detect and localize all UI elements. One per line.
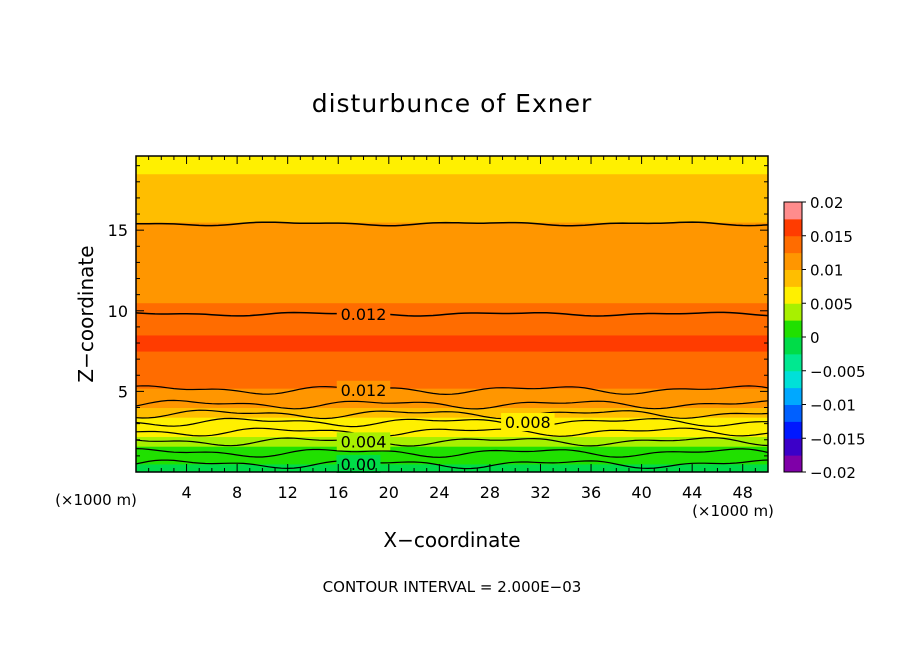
color-band bbox=[136, 156, 768, 175]
colorbar-segment bbox=[784, 320, 802, 338]
color-band bbox=[136, 334, 768, 352]
contour-line bbox=[136, 427, 768, 437]
contour-line bbox=[136, 221, 768, 227]
x-tick-label: 12 bbox=[278, 483, 298, 502]
x-tick-label: 20 bbox=[379, 483, 399, 502]
contour-label-bg bbox=[336, 454, 381, 473]
colorbar-segment bbox=[784, 455, 802, 473]
color-band bbox=[136, 366, 768, 379]
x-tick-label: 36 bbox=[581, 483, 601, 502]
contour-label-bg bbox=[336, 380, 391, 399]
chart-title: disturbunce of Exner bbox=[312, 89, 593, 118]
x-tick-label: 4 bbox=[181, 483, 191, 502]
color-band bbox=[136, 253, 768, 271]
colorbar bbox=[783, 201, 803, 473]
colorbar-tick-label: 0.01 bbox=[810, 262, 843, 280]
color-band bbox=[136, 302, 768, 320]
x-tick-label: 16 bbox=[328, 483, 348, 502]
contour-label: 0.004 bbox=[341, 432, 387, 451]
y-tick-label: 10 bbox=[108, 302, 128, 321]
contour-line bbox=[136, 399, 768, 410]
color-band bbox=[136, 318, 768, 336]
plot-area bbox=[136, 156, 768, 472]
y-tick-label: 5 bbox=[118, 382, 128, 401]
contour-interval-note: CONTOUR INTERVAL = 2.000E−03 bbox=[323, 578, 582, 596]
color-band bbox=[136, 237, 768, 255]
contour-label: 0.008 bbox=[505, 413, 551, 432]
contour-line bbox=[136, 448, 768, 458]
x-unit-left: (×1000 m) bbox=[55, 491, 137, 509]
colorbar-segment bbox=[784, 337, 802, 355]
x-tick-label: 28 bbox=[480, 483, 500, 502]
color-band bbox=[136, 350, 768, 368]
color-band bbox=[136, 221, 768, 239]
contour-line bbox=[136, 437, 768, 447]
color-band bbox=[136, 205, 768, 223]
color-band bbox=[136, 416, 768, 428]
colorbar-tick-label: −0.005 bbox=[810, 363, 866, 381]
colorbar-segment bbox=[784, 218, 802, 237]
colorbar-segment bbox=[784, 235, 802, 254]
colorbar-segment bbox=[784, 286, 802, 304]
colorbar-segment bbox=[784, 252, 802, 270]
contour-line bbox=[136, 409, 768, 420]
color-band bbox=[136, 377, 768, 389]
contour-line bbox=[136, 417, 768, 428]
contour-labels: 0.012 0.012 0.008 0.004 0.00 bbox=[336, 305, 555, 474]
y-axis-label: Z−coordinate bbox=[74, 245, 98, 382]
colorbar-tick-label: 0.005 bbox=[810, 295, 853, 313]
contour-line bbox=[136, 311, 768, 317]
contour-label-bg bbox=[336, 305, 391, 323]
color-band bbox=[136, 387, 768, 399]
colorbar-tick-label: −0.015 bbox=[810, 430, 866, 448]
y-tick-label: 15 bbox=[108, 221, 128, 240]
colorbar-segment bbox=[784, 421, 802, 439]
contour-line bbox=[136, 459, 768, 470]
color-band bbox=[136, 286, 768, 304]
contour-label-bg bbox=[501, 413, 555, 432]
x-axis-label: X−coordinate bbox=[383, 528, 520, 552]
colorbar-segment bbox=[784, 370, 802, 389]
x-tick-label: 32 bbox=[530, 483, 550, 502]
color-band bbox=[136, 426, 768, 438]
color-band bbox=[136, 269, 768, 288]
colorbar-ticks: 0.02 0.015 0.01 0.005 0 −0.005 −0.01 −0.015 −0.0… bbox=[802, 194, 866, 482]
colorbar-tick-label: 0 bbox=[810, 329, 820, 347]
x-unit-right: (×1000 m) bbox=[692, 502, 774, 520]
contour-label: 0.012 bbox=[341, 305, 387, 324]
colorbar-segment bbox=[784, 269, 802, 287]
color-band bbox=[136, 445, 768, 457]
colorbar-tick-label: 0.02 bbox=[810, 194, 843, 212]
color-band bbox=[136, 173, 768, 191]
color-band bbox=[136, 436, 768, 447]
colorbar-tick-label: −0.02 bbox=[810, 464, 856, 482]
contour-label: 0.00 bbox=[341, 455, 377, 474]
colorbar-segment bbox=[784, 303, 802, 321]
colorbar-segment bbox=[784, 202, 802, 220]
y-axis-ticks: 5 10 15 bbox=[108, 165, 768, 457]
x-tick-label: 40 bbox=[631, 483, 651, 502]
x-axis-ticks: 4 8 12 16 20 24 28 32 36 40 44 48 bbox=[148, 156, 756, 502]
x-tick-label: 24 bbox=[429, 483, 449, 502]
colorbar-segment bbox=[784, 438, 802, 456]
color-band bbox=[136, 455, 768, 465]
x-tick-label: 44 bbox=[682, 483, 702, 502]
color-band bbox=[136, 189, 768, 207]
contour-label-bg bbox=[336, 432, 391, 451]
x-tick-label: 8 bbox=[232, 483, 242, 502]
colorbar-tick-label: −0.01 bbox=[810, 397, 856, 415]
colorbar-segment bbox=[784, 387, 802, 405]
colorbar-segment bbox=[784, 353, 802, 372]
colorbar-tick-label: 0.015 bbox=[810, 228, 853, 246]
contour-line bbox=[136, 385, 768, 396]
contour-lines bbox=[136, 221, 768, 470]
color-band bbox=[136, 397, 768, 409]
colorbar-segment bbox=[784, 404, 802, 422]
contour-label: 0.012 bbox=[341, 381, 387, 400]
color-bands bbox=[136, 156, 768, 472]
x-tick-label: 48 bbox=[733, 483, 753, 502]
